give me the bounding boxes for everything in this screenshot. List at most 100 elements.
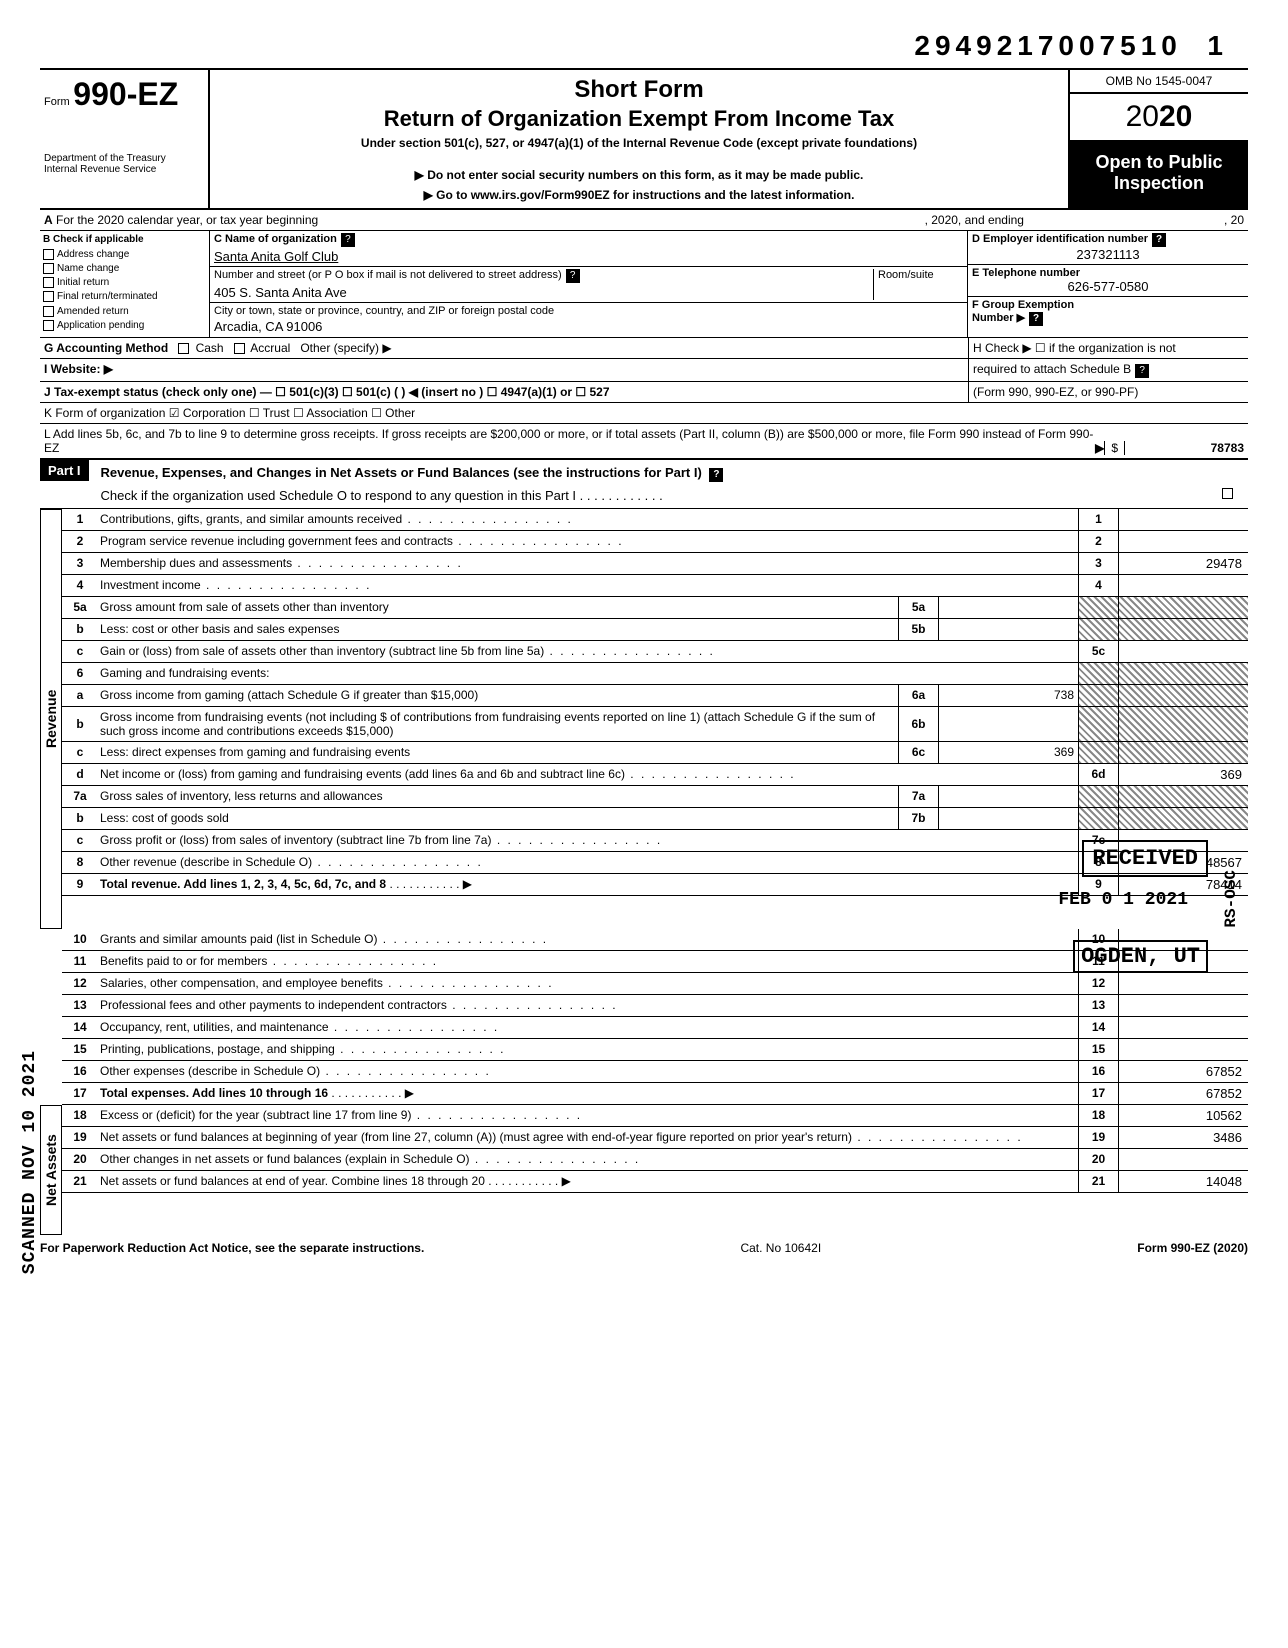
part1-header-row: Part I Revenue, Expenses, and Changes in… bbox=[40, 460, 1248, 509]
h-text1: H Check ▶ ☐ if the organization is not bbox=[973, 341, 1244, 355]
line-d: dNet income or (loss) from gaming and fu… bbox=[62, 764, 1248, 786]
chk-final-return[interactable]: Final return/terminated bbox=[43, 291, 206, 302]
f-group-exemption: F Group Exemption Number ▶? bbox=[968, 297, 1248, 328]
netassets-table: Net Assets 18Excess or (deficit) for the… bbox=[40, 1105, 1248, 1235]
line-5a: 5aGross amount from sale of assets other… bbox=[62, 597, 1248, 619]
chk-initial-return[interactable]: Initial return bbox=[43, 277, 206, 288]
form-number: 990-EZ bbox=[73, 76, 178, 112]
line-11: 11Benefits paid to or for members11 bbox=[62, 951, 1248, 973]
header-right: OMB No 1545-0047 2020 Open to Public Ins… bbox=[1068, 70, 1248, 208]
opt-other: Other (specify) ▶ bbox=[300, 341, 391, 355]
mid-value bbox=[938, 707, 1078, 741]
line-num: 17 bbox=[62, 1083, 98, 1103]
right-label: 8 bbox=[1078, 852, 1118, 873]
chk-schedule-o[interactable] bbox=[1222, 488, 1233, 499]
line-desc: Less: cost of goods sold bbox=[98, 808, 898, 828]
help-icon[interactable]: ? bbox=[1152, 233, 1166, 247]
help-icon[interactable]: ? bbox=[341, 233, 355, 247]
line-14: 14Occupancy, rent, utilities, and mainte… bbox=[62, 1017, 1248, 1039]
line-num: c bbox=[62, 641, 98, 661]
row-i: I Website: ▶ required to attach Schedule… bbox=[40, 359, 1248, 382]
line-num: 11 bbox=[62, 951, 98, 971]
b-header: B Check if applicable bbox=[43, 234, 206, 245]
vtab-revenue: Revenue bbox=[40, 509, 62, 929]
right-label: 5c bbox=[1078, 641, 1118, 662]
right-value: 10562 bbox=[1118, 1105, 1248, 1126]
line-desc: Gross income from gaming (attach Schedul… bbox=[98, 685, 898, 705]
line-num: b bbox=[62, 619, 98, 639]
mid-value bbox=[938, 597, 1078, 618]
right-label: 9 bbox=[1078, 874, 1118, 895]
line-13: 13Professional fees and other payments t… bbox=[62, 995, 1248, 1017]
shade bbox=[1118, 707, 1248, 741]
open-line1: Open to Public bbox=[1074, 152, 1244, 173]
org-address: 405 S. Santa Anita Ave bbox=[214, 285, 347, 300]
line-16: 16Other expenses (describe in Schedule O… bbox=[62, 1061, 1248, 1083]
footer-mid: Cat. No 10642I bbox=[424, 1241, 1137, 1255]
d-label: D Employer identification number bbox=[972, 233, 1148, 245]
line-desc: Total revenue. Add lines 1, 2, 3, 4, 5c,… bbox=[98, 874, 1078, 894]
line-num: 18 bbox=[62, 1105, 98, 1125]
org-city: Arcadia, CA 91006 bbox=[214, 319, 322, 334]
line-18: 18Excess or (deficit) for the year (subt… bbox=[62, 1105, 1248, 1127]
line-desc: Excess or (deficit) for the year (subtra… bbox=[98, 1105, 1078, 1125]
line-desc: Gross income from fundraising events (no… bbox=[98, 707, 898, 741]
mid-value: 369 bbox=[938, 742, 1078, 763]
chk-label: Name change bbox=[57, 263, 119, 274]
chk-name-change[interactable]: Name change bbox=[43, 263, 206, 274]
right-value bbox=[1118, 1017, 1248, 1038]
line-c: cGross profit or (loss) from sales of in… bbox=[62, 830, 1248, 852]
chk-accrual[interactable] bbox=[234, 343, 245, 354]
year-bold: 20 bbox=[1159, 100, 1192, 133]
h-text3: (Form 990, 990-EZ, or 990-PF) bbox=[968, 382, 1248, 402]
f-label2: Number ▶ bbox=[972, 312, 1025, 324]
chk-cash[interactable] bbox=[178, 343, 189, 354]
part1-box: Part I bbox=[40, 460, 89, 508]
help-icon[interactable]: ? bbox=[566, 269, 580, 283]
right-value bbox=[1118, 995, 1248, 1016]
form-header: Form 990-EZ Department of the Treasury I… bbox=[40, 68, 1248, 210]
line-num: a bbox=[62, 685, 98, 705]
help-icon[interactable]: ? bbox=[709, 468, 723, 482]
line-desc: Gain or (loss) from sale of assets other… bbox=[98, 641, 1078, 661]
chk-application-pending[interactable]: Application pending bbox=[43, 320, 206, 331]
line-num: 3 bbox=[62, 553, 98, 573]
line-12: 12Salaries, other compensation, and empl… bbox=[62, 973, 1248, 995]
chk-amended-return[interactable]: Amended return bbox=[43, 306, 206, 317]
open-to-public: Open to Public Inspection bbox=[1070, 142, 1248, 208]
addr-label: Number and street (or P O box if mail is… bbox=[214, 269, 562, 281]
g-accounting: G Accounting Method Cash Accrual Other (… bbox=[40, 338, 968, 358]
line-10: 10Grants and similar amounts paid (list … bbox=[62, 929, 1248, 951]
shade bbox=[1078, 707, 1118, 741]
right-value bbox=[1118, 973, 1248, 994]
f-label: F Group Exemption bbox=[972, 299, 1074, 311]
line-num: 2 bbox=[62, 531, 98, 551]
line-num: 15 bbox=[62, 1039, 98, 1059]
row-gh: G Accounting Method Cash Accrual Other (… bbox=[40, 338, 1248, 359]
line-desc: Net assets or fund balances at beginning… bbox=[98, 1127, 1078, 1147]
org-name: Santa Anita Golf Club bbox=[214, 249, 338, 264]
right-value: 369 bbox=[1118, 764, 1248, 785]
line-desc: Grants and similar amounts paid (list in… bbox=[98, 929, 1078, 949]
line-a: aGross income from gaming (attach Schedu… bbox=[62, 685, 1248, 707]
help-icon[interactable]: ? bbox=[1029, 312, 1043, 326]
phone-value: 626-577-0580 bbox=[972, 279, 1244, 294]
help-icon[interactable]: ? bbox=[1135, 364, 1149, 378]
d-ein: D Employer identification number? 237321… bbox=[968, 231, 1248, 265]
line-num: d bbox=[62, 764, 98, 784]
mid-label: 5b bbox=[898, 619, 938, 640]
shade bbox=[1078, 742, 1118, 763]
e-phone: E Telephone number 626-577-0580 bbox=[968, 265, 1248, 297]
chk-address-change[interactable]: Address change bbox=[43, 249, 206, 260]
right-label: 2 bbox=[1078, 531, 1118, 552]
mid-label: 5a bbox=[898, 597, 938, 618]
h-text2: required to attach Schedule B bbox=[973, 362, 1131, 376]
right-label: 3 bbox=[1078, 553, 1118, 574]
right-value: 67852 bbox=[1118, 1083, 1248, 1104]
line-num: 21 bbox=[62, 1171, 98, 1191]
line-num: c bbox=[62, 830, 98, 850]
right-label: 13 bbox=[1078, 995, 1118, 1016]
line-21: 21Net assets or fund balances at end of … bbox=[62, 1171, 1248, 1193]
shade bbox=[1118, 619, 1248, 640]
line-7a: 7aGross sales of inventory, less returns… bbox=[62, 786, 1248, 808]
